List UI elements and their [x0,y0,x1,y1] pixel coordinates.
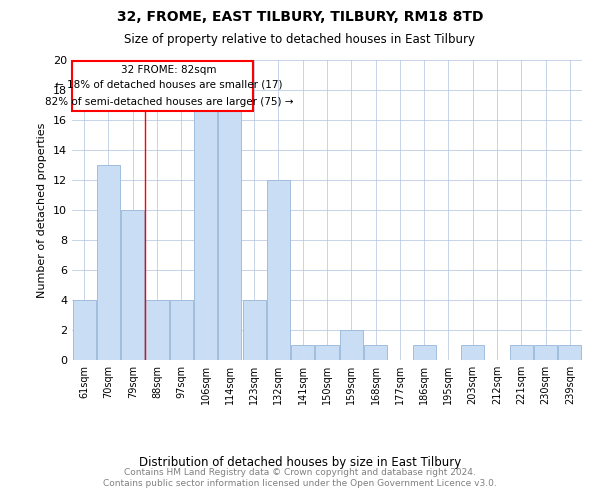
Bar [218,105,241,360]
Text: 32 FROME: 82sqm: 32 FROME: 82sqm [121,64,217,74]
Bar [145,300,169,360]
Bar [121,210,144,360]
Bar [291,345,314,360]
Bar [242,300,266,360]
Text: ← 18% of detached houses are smaller (17): ← 18% of detached houses are smaller (17… [55,80,283,90]
Text: Distribution of detached houses by size in East Tilbury: Distribution of detached houses by size … [139,456,461,469]
Bar [340,330,363,360]
Bar [97,165,120,360]
Bar [316,345,338,360]
Bar [267,180,290,360]
Bar [73,300,95,360]
Bar [559,345,581,360]
Text: Contains HM Land Registry data © Crown copyright and database right 2024.
Contai: Contains HM Land Registry data © Crown c… [103,468,497,487]
Bar [194,105,217,360]
Bar [534,345,557,360]
Bar [413,345,436,360]
Text: 82% of semi-detached houses are larger (75) →: 82% of semi-detached houses are larger (… [45,97,293,107]
Y-axis label: Number of detached properties: Number of detached properties [37,122,47,298]
Bar [461,345,484,360]
Bar [170,300,193,360]
Bar [364,345,387,360]
Bar [73,62,253,111]
Text: Size of property relative to detached houses in East Tilbury: Size of property relative to detached ho… [125,32,476,46]
Bar [510,345,533,360]
Text: 32, FROME, EAST TILBURY, TILBURY, RM18 8TD: 32, FROME, EAST TILBURY, TILBURY, RM18 8… [117,10,483,24]
